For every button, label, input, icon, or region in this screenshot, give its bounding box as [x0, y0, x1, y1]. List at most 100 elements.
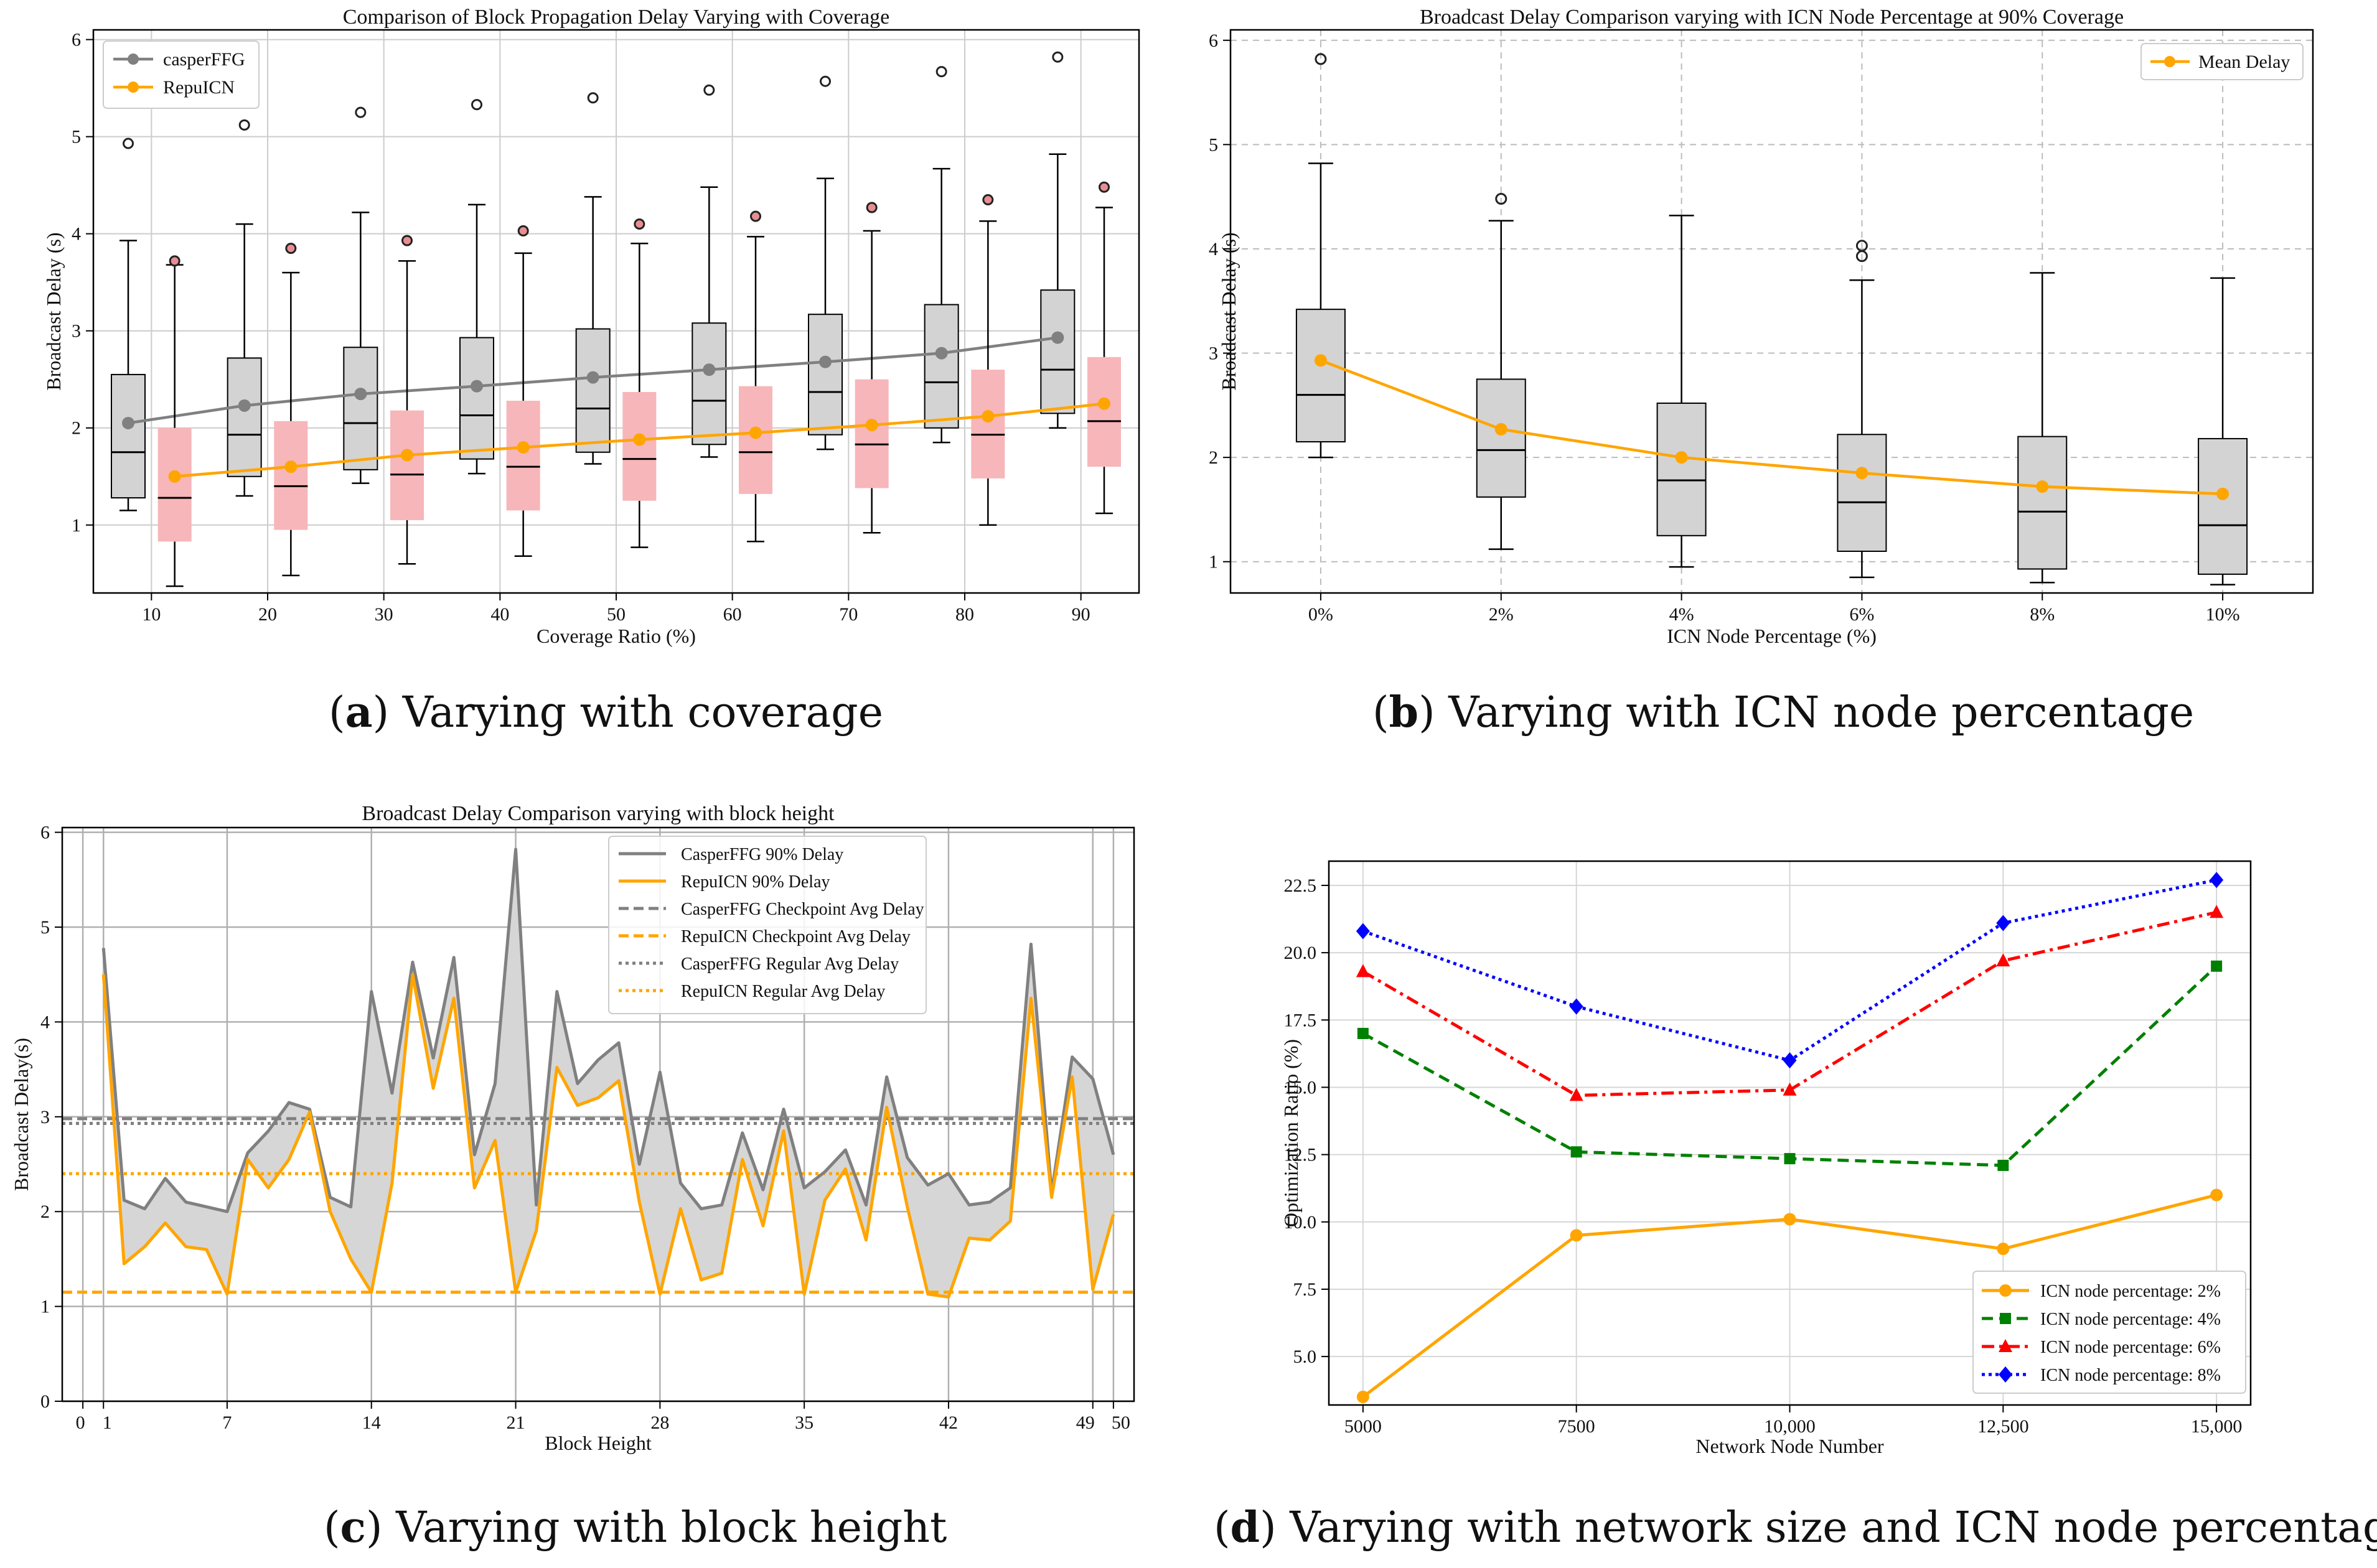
c-xtick-label-8: 49	[1076, 1412, 1095, 1433]
a-s1-box-6	[855, 379, 889, 488]
a-xtick-label-1: 20	[258, 604, 277, 625]
d-series-4pct-point-3	[1997, 1159, 2009, 1171]
d-legend-label-2: ICN node percentage: 6%	[2040, 1338, 2221, 1357]
b-mean-point-2	[1675, 451, 1688, 464]
d-legend-marker-1	[2000, 1313, 2011, 1324]
chart-d: 5.0 7.5 10.0 12.5 15.0 17.5 20.0 22.5 5000 7500 10…	[1280, 860, 2252, 1457]
b-box-2	[1656, 402, 1707, 536]
caption-d-letter: d	[1230, 1503, 1260, 1552]
a-s1-outlier-7	[982, 194, 994, 206]
d-xtick-label-4: 15,000	[2191, 1416, 2243, 1437]
a-casper-mean-point-2	[354, 388, 367, 401]
d-legend-box	[1972, 1271, 2246, 1394]
caption-b-text: ) Varying with ICN node percentage	[1418, 688, 2195, 737]
c-ylabel: Broadcast Delay(s)	[10, 1038, 32, 1191]
b-ytick-label-4: 5	[1209, 134, 1218, 155]
a-xlabel: Coverage Ratio (%)	[537, 625, 696, 647]
b-mean-point-4	[2036, 480, 2049, 493]
d-series-8pct-point-0	[1356, 923, 1370, 940]
d-series-8pct-point-3	[1996, 915, 2010, 931]
d-ytick-label-5: 17.5	[1284, 1010, 1317, 1030]
caption-c: (c) Varying with block height	[324, 1503, 947, 1552]
c-xtick-label-3: 14	[362, 1412, 381, 1433]
a-s0-box-5	[692, 322, 727, 446]
a-s0-outlier-8	[1052, 51, 1064, 63]
b-ytick-label-3: 4	[1209, 239, 1218, 259]
a-s1-box-7	[971, 370, 1005, 478]
a-ytick-label-2: 3	[72, 321, 81, 342]
caption-d: (d) Varying with network size and ICN no…	[1214, 1503, 2377, 1552]
b-mean-point-5	[2216, 487, 2229, 500]
b-box-0	[1295, 309, 1346, 442]
d-series-2pct-point-3	[1997, 1243, 2010, 1256]
a-repu-mean-point-1	[284, 460, 298, 474]
c-xtick-label-9: 50	[1112, 1412, 1130, 1433]
a-ytick-label-4: 5	[72, 127, 81, 147]
a-s1-outlier-6	[866, 202, 878, 213]
d-ytick-label-2: 10.0	[1284, 1212, 1317, 1233]
caption-c-text: ) Varying with block height	[365, 1503, 947, 1552]
b-mean-point-1	[1494, 422, 1507, 436]
d-ytick-label-3: 12.5	[1284, 1145, 1317, 1165]
d-series-8pct-point-4	[2210, 872, 2224, 889]
d-ytick-label-0: 5.0	[1293, 1346, 1317, 1367]
a-s0-box-0	[111, 373, 146, 499]
a-s1-outlier-0	[169, 255, 181, 267]
d-legend-marker-3	[1999, 1366, 2012, 1383]
a-s1-outlier-4	[634, 218, 645, 230]
d-xtick-label-3: 12,500	[1977, 1416, 2029, 1437]
d-series-6pct-point-3	[1996, 953, 2010, 967]
a-legend-label-0: casperFFG	[163, 49, 245, 70]
a-xtick-label-4: 50	[607, 604, 626, 625]
b-xtick-label-2: 4%	[1669, 604, 1694, 625]
a-xtick-label-8: 90	[1072, 604, 1090, 625]
a-repu-mean-point-5	[749, 426, 762, 439]
c-frame	[61, 826, 1135, 1402]
a-s1-box-4	[622, 392, 657, 501]
c-casper-90-line	[101, 847, 1115, 1213]
a-s1-box-0	[157, 427, 192, 542]
c-ytick-label-0: 0	[40, 1391, 50, 1412]
c-xtick-label-7: 42	[939, 1412, 958, 1433]
a-casper-mean-point-6	[819, 355, 832, 368]
a-s0-box-6	[808, 314, 843, 436]
a-repu-mean-point-6	[865, 419, 878, 432]
d-legend-label-3: ICN node percentage: 8%	[2040, 1366, 2221, 1385]
b-ytick-label-2: 3	[1209, 343, 1218, 364]
a-repu-mean-point-2	[401, 449, 413, 462]
a-s0-box-3	[459, 337, 494, 460]
b-ylabel: Broadcast Delay (s)	[1217, 232, 1240, 390]
chart-a: 1 2 3 4 5 6 10 20 30 40 50 60 70 80 90 Comparison of Bl…	[42, 6, 1140, 647]
a-legend-marker-0	[128, 54, 139, 65]
a-ylabel: Broadcast Delay (s)	[42, 232, 65, 390]
a-s1-outlier-1	[285, 243, 297, 254]
a-s1-outlier-5	[750, 210, 761, 222]
a-casper-mean-point-7	[935, 347, 948, 360]
c-xtick-label-2: 7	[222, 1412, 232, 1433]
b-xtick-label-5: 10%	[2206, 604, 2240, 625]
a-s0-box-7	[924, 304, 959, 429]
b-ytick-label-0: 1	[1209, 552, 1218, 572]
a-s0-box-2	[343, 347, 378, 470]
c-legend-label-3: RepuICN Checkpoint Avg Delay	[681, 927, 911, 946]
c-ytick-label-3: 3	[40, 1107, 50, 1127]
caption-a-letter: a	[345, 688, 373, 737]
a-s0-box-4	[575, 328, 611, 453]
a-s0-outlier-4	[587, 92, 599, 104]
a-legend-marker-1	[128, 82, 139, 93]
caption-a-text: ) Varying with coverage	[372, 688, 883, 737]
a-casper-mean-point-4	[586, 371, 599, 384]
d-series-8pct-point-2	[1783, 1052, 1797, 1069]
a-xtick-label-2: 30	[375, 604, 393, 625]
a-casper-mean-point-3	[471, 380, 483, 393]
a-s0-outlier-7	[935, 66, 947, 78]
b-box-5	[2198, 437, 2248, 575]
b-box-1	[1476, 378, 1526, 498]
d-series-4pct-point-4	[2211, 960, 2223, 972]
b-box-3	[1837, 434, 1887, 552]
b-outlier-3-1	[1855, 240, 1868, 252]
a-s0-outlier-0	[123, 138, 134, 149]
a-s0-outlier-1	[238, 119, 250, 131]
